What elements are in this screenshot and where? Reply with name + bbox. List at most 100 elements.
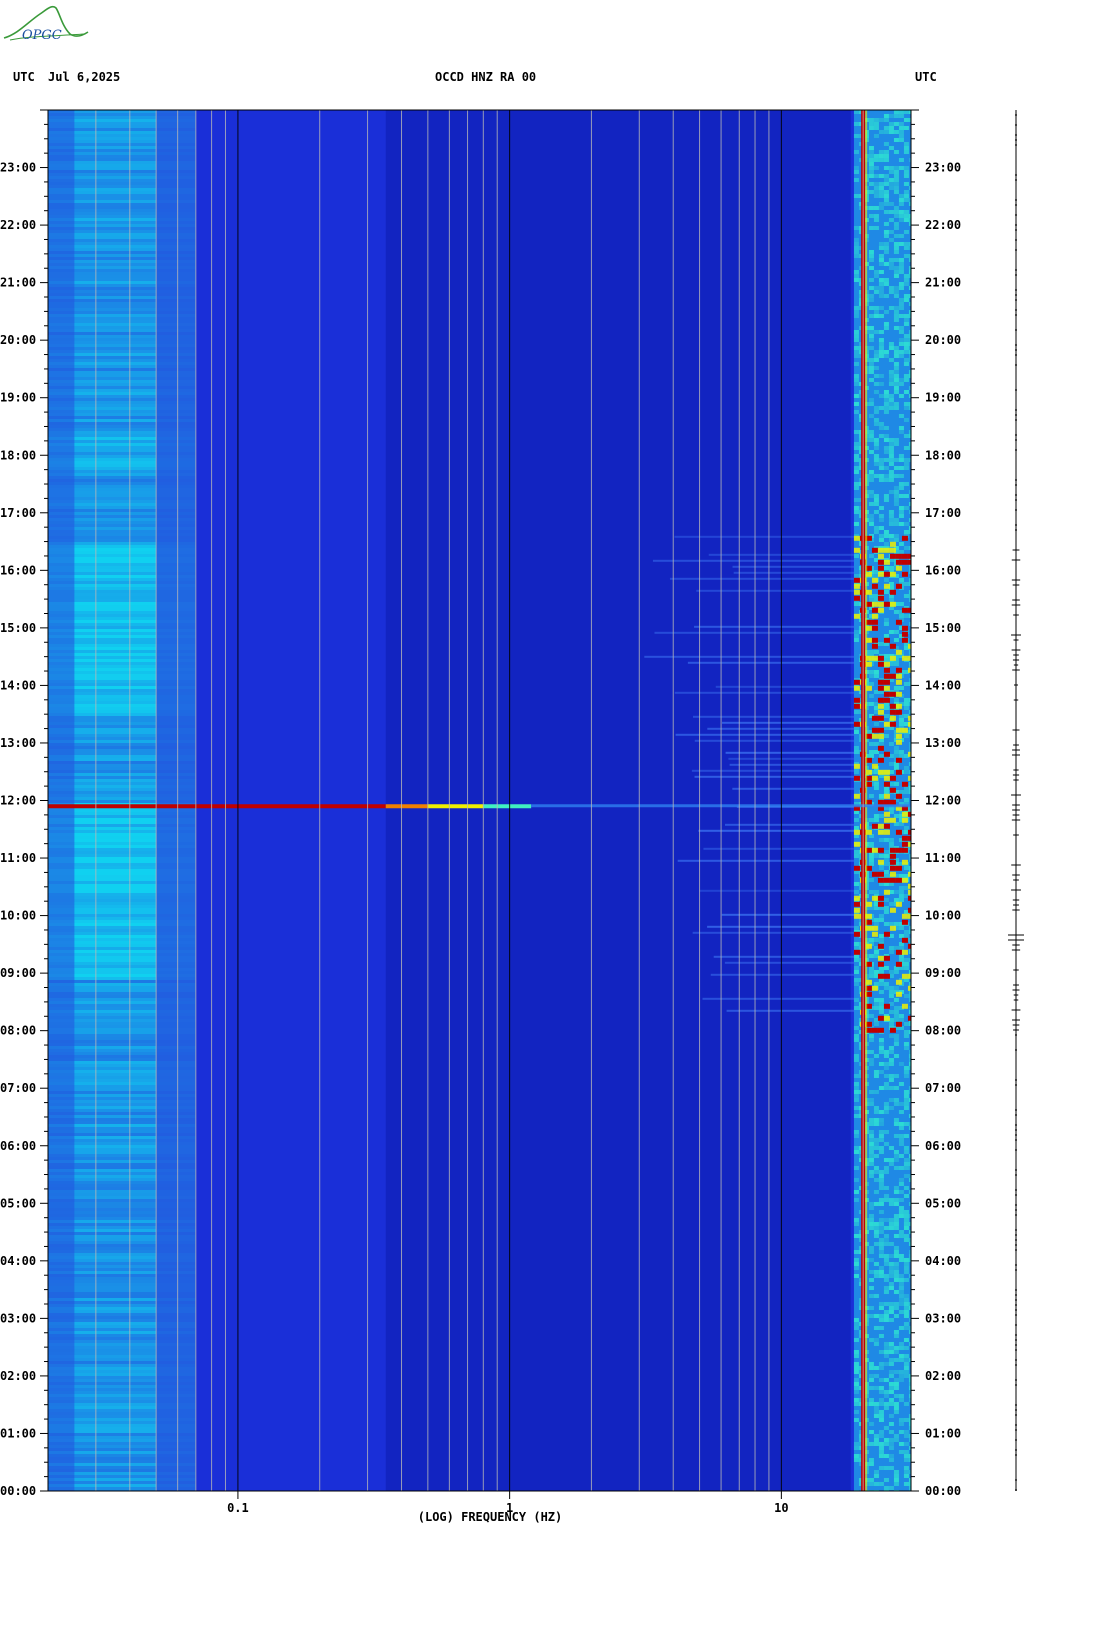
low-band-stripe-fade [156,536,196,539]
low-band-stripe-edge [48,911,75,914]
high-band-cell [878,938,884,942]
high-band-cell [908,370,911,374]
low-band-stripe [74,1157,157,1160]
high-band-cell [878,1198,884,1202]
high-band-cell [893,1134,899,1138]
high-band-cell [908,990,911,994]
low-band-stripe-edge [48,1352,75,1355]
high-band-cell [898,1082,904,1086]
low-band-stripe [74,1250,157,1253]
high-band-cell [903,1222,909,1226]
low-band-stripe-fade [156,338,196,341]
high-band-cell [903,698,909,702]
low-band-stripe-edge [48,1097,75,1100]
high-band-cell [878,1042,884,1046]
high-band-cell [868,1222,874,1226]
day-noise-hot [901,919,908,925]
high-band-cell [898,542,904,546]
low-band-stripe [74,749,157,752]
high-band-cell [868,298,874,302]
high-band-cell [853,486,859,490]
high-band-cell [868,1270,874,1274]
high-band-cell [898,818,904,822]
high-band-cell [868,754,874,758]
low-band-stripe [74,632,157,635]
high-band-cell [888,890,894,894]
day-noise-warm [889,817,896,823]
low-band-stripe [74,971,157,974]
high-band-cell [883,262,889,266]
high-band-cell [878,154,884,158]
high-band-cell [868,162,874,166]
high-band-cell [898,506,904,510]
low-band-stripe [74,182,157,185]
high-band-cell [868,126,874,130]
high-band-cell [878,1182,884,1186]
low-band-stripe [74,1436,157,1439]
low-band-stripe [74,227,157,230]
day-noise-warm [907,655,911,661]
low-band-stripe-fade [156,749,196,752]
low-band-stripe-edge [48,566,75,569]
low-band-stripe [74,935,157,938]
low-band-stripe-edge [48,1142,75,1145]
low-band-stripe [74,893,157,896]
high-band-cell [853,1082,859,1086]
day-noise-hot [907,943,911,949]
high-band-cell [893,270,899,274]
low-band-stripe [74,344,157,347]
high-band-cell [878,282,884,286]
high-band-cell [908,258,911,262]
low-band-stripe [74,377,157,380]
low-band-stripe-fade [156,233,196,236]
low-band-stripe [74,365,157,368]
day-noise-hot [877,589,884,595]
low-band-stripe [74,173,157,176]
day-noise-hot [865,865,872,871]
low-band-stripe-edge [48,968,75,971]
high-band-cell [898,474,904,478]
day-noise-hot [865,1021,872,1027]
high-band-cell [883,566,889,570]
high-band-cell [888,974,894,978]
high-band-cell [903,894,909,898]
high-band-cell [888,402,894,406]
high-band-cell [878,1230,884,1234]
high-band-cell [898,466,904,470]
high-band-cell [903,1374,909,1378]
low-band-stripe-fade [156,557,196,560]
low-band-stripe [74,230,157,233]
high-band-cell [868,598,874,602]
high-band-cell [893,1346,899,1350]
low-band-stripe [74,671,157,674]
high-band-cell [888,454,894,458]
high-band-cell [878,1170,884,1174]
high-band-cell [898,1234,904,1238]
high-band-cell [873,706,879,710]
high-band-cell [878,1146,884,1150]
high-band-cell [883,1342,889,1346]
high-band-cell [878,194,884,198]
high-band-cell [908,546,911,550]
low-band-stripe-fade [156,1466,196,1469]
low-band-stripe-edge [48,1169,75,1172]
high-band-cell [908,698,911,702]
high-band-cell [883,1274,889,1278]
high-band-cell [878,1386,884,1390]
low-band-stripe [74,1154,157,1157]
high-band-cell [878,286,884,290]
low-band-stripe-edge [48,1118,75,1121]
low-band-stripe-fade [156,1124,196,1127]
low-band-stripe-edge [48,947,75,950]
low-band-stripe-fade [156,1094,196,1097]
low-band-stripe [74,248,157,251]
low-band-stripe-edge [48,464,75,467]
high-band-cell [908,742,911,746]
high-band-cell [878,866,884,870]
high-band-cell [883,706,889,710]
low-band-stripe-fade [156,554,196,557]
high-band-cell [893,1166,899,1170]
low-band-stripe-fade [156,1142,196,1145]
low-band-stripe-fade [156,122,196,125]
low-band-stripe-edge [48,140,75,143]
